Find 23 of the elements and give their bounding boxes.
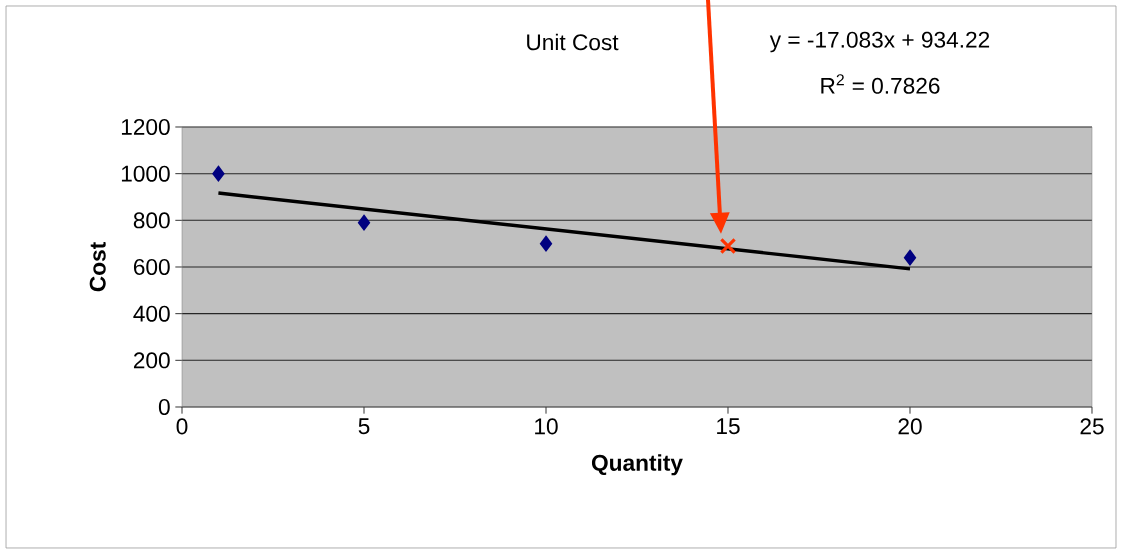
y-tick-label: 1000: [121, 165, 170, 182]
text: y = -17.083x + 934.22: [769, 31, 990, 53]
x-tick-label: 15: [717, 418, 740, 435]
text: R$^{2}$ = 0.7826: [821, 74, 940, 94]
y-tick-label: 600: [133, 258, 170, 276]
x-tick-label: 0: [176, 418, 188, 435]
y-tick-label: 800: [133, 212, 170, 229]
point: [357, 214, 371, 231]
y-tick-label: 1200: [121, 118, 170, 136]
point: [719, 237, 737, 255]
point: [539, 235, 553, 252]
chart-title: Unit Cost: [527, 33, 619, 51]
y-tick-label: 0: [158, 398, 170, 416]
y-axis-title: Cost: [89, 242, 106, 292]
y-tick-label: 400: [133, 305, 170, 322]
point: [212, 165, 225, 182]
x-tick-label: 10: [535, 418, 558, 435]
x-tick-label: 5: [358, 418, 370, 435]
x-tick-label: 25: [1080, 418, 1104, 435]
y-tick-label: 200: [133, 352, 170, 369]
point: [903, 249, 917, 266]
x-axis-title: Quantity: [591, 454, 683, 476]
x-tick-label: 20: [898, 418, 922, 435]
